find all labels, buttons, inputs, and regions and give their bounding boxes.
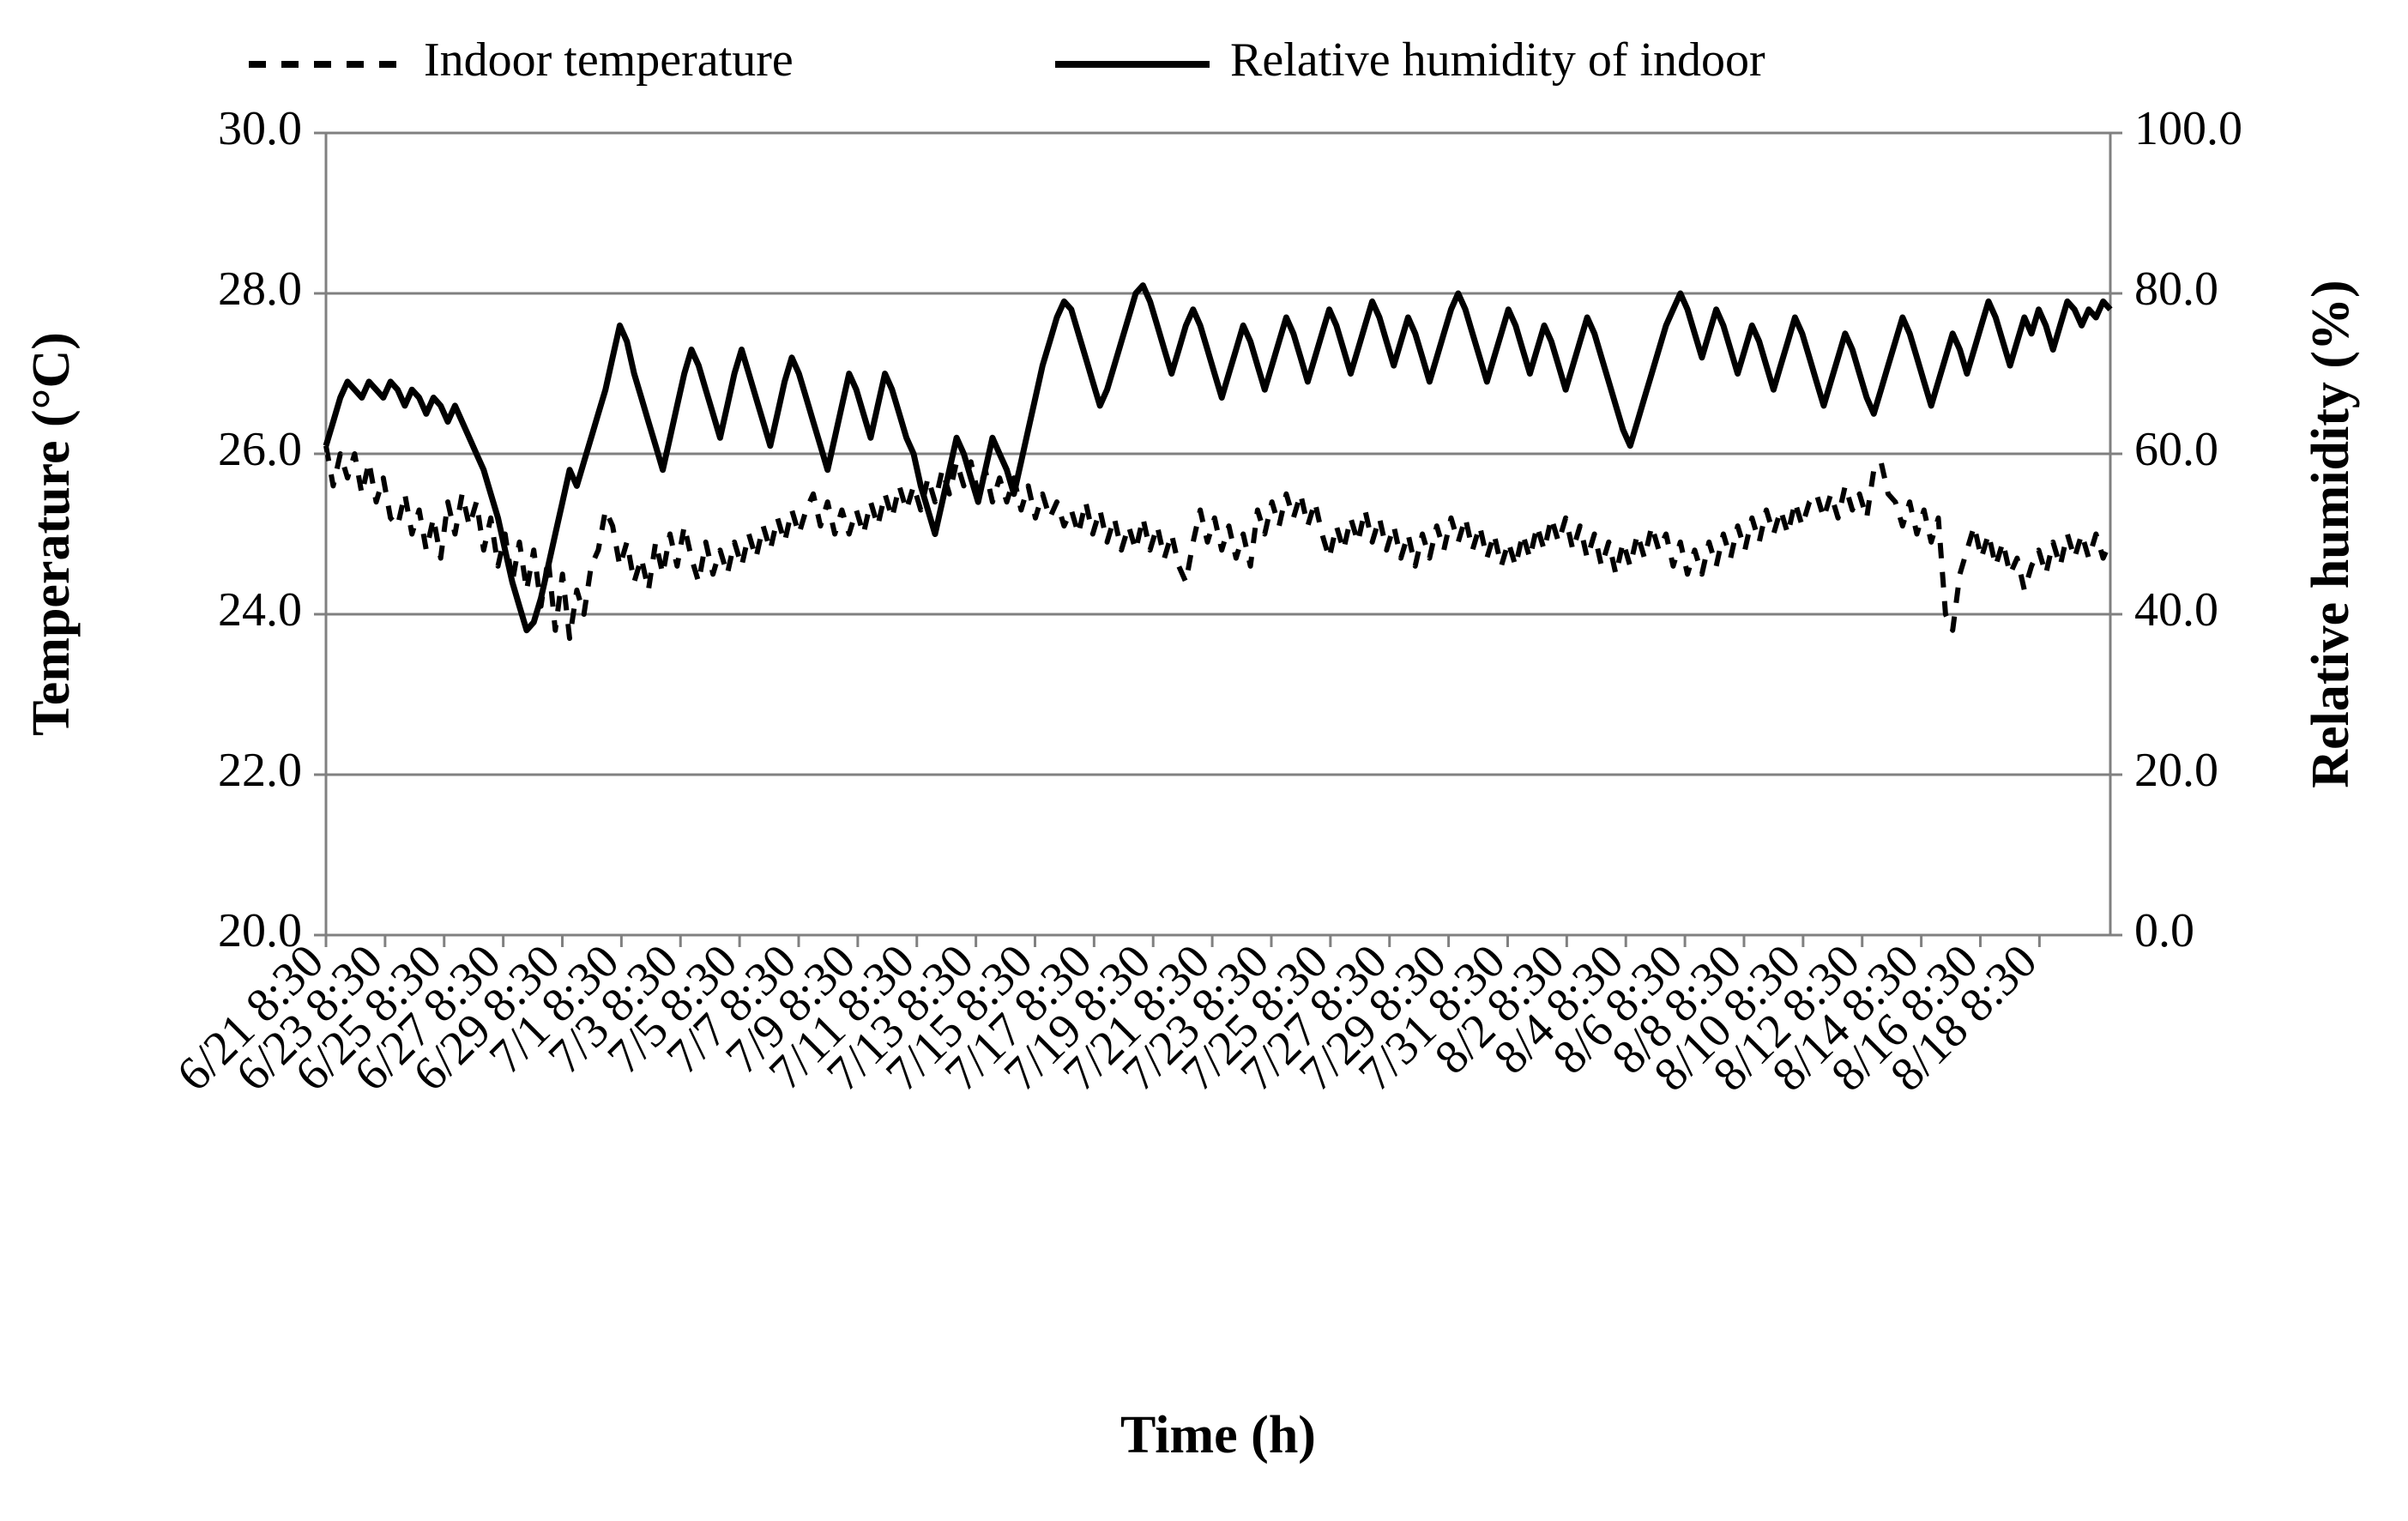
dual-axis-line-chart: 20.022.024.026.028.030.00.020.040.060.08… — [0, 0, 2408, 1521]
y-right-axis-title: Relative humidity (%) — [2302, 280, 2360, 788]
legend-label-temperature: Indoor temperature — [424, 33, 794, 87]
y-right-tick-label: 20.0 — [2134, 744, 2218, 797]
x-axis-title: Time (h) — [1120, 1406, 1316, 1464]
y-right-tick-label: 0.0 — [2134, 904, 2194, 957]
y-right-tick-label: 100.0 — [2134, 102, 2242, 155]
y-right-tick-label: 60.0 — [2134, 423, 2218, 476]
chart-container: 20.022.024.026.028.030.00.020.040.060.08… — [0, 0, 2408, 1521]
y-left-tick-label: 26.0 — [218, 423, 302, 476]
y-right-tick-label: 80.0 — [2134, 263, 2218, 316]
y-left-tick-label: 22.0 — [218, 744, 302, 797]
y-left-tick-label: 24.0 — [218, 583, 302, 637]
y-left-tick-label: 30.0 — [218, 102, 302, 155]
y-right-tick-label: 40.0 — [2134, 583, 2218, 637]
y-left-tick-label: 28.0 — [218, 263, 302, 316]
y-left-axis-title: Temperature (°C) — [22, 332, 81, 736]
legend-label-humidity: Relative humidity of indoor — [1230, 33, 1765, 87]
